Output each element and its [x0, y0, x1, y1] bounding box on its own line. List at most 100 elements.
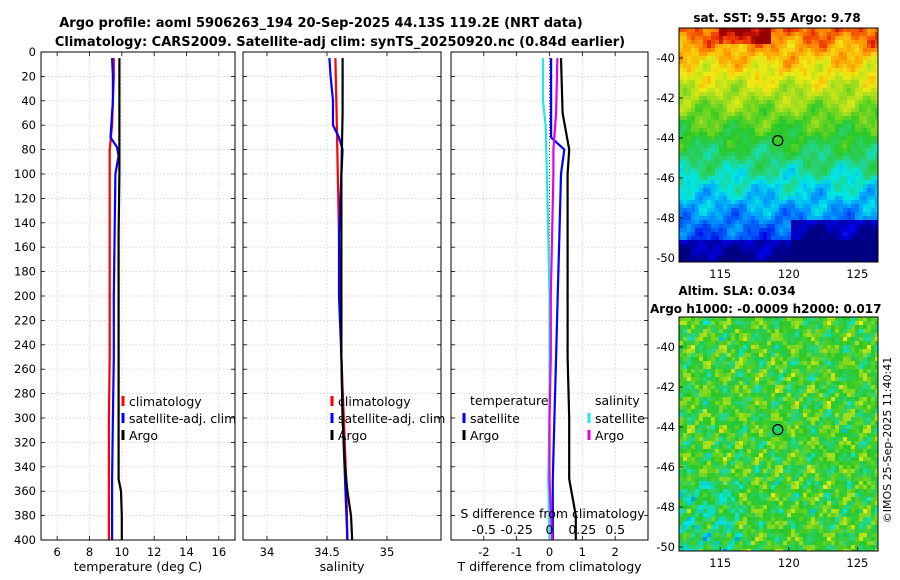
heatmap-cell [759, 357, 764, 362]
heatmap-cell [831, 393, 836, 398]
argo-line [340, 58, 354, 541]
heatmap-cell [823, 160, 828, 165]
heatmap-cell [707, 341, 712, 346]
heatmap-cell [875, 353, 878, 358]
heatmap-cell [699, 337, 704, 342]
heatmap-cell [827, 333, 832, 338]
heatmap-cell [835, 256, 840, 261]
heatmap-cell [783, 317, 788, 322]
heatmap-cell [875, 377, 878, 382]
heatmap-cell [687, 369, 692, 374]
heatmap-cell [715, 56, 720, 61]
heatmap-cell [687, 252, 692, 257]
heatmap-cell [767, 148, 772, 153]
heatmap-cell [731, 236, 736, 241]
heatmap-cell [867, 144, 872, 149]
heatmap-cell [683, 160, 688, 165]
y-tick-label: 200 [14, 289, 36, 303]
heatmap-cell [691, 389, 696, 394]
heatmap-cell [875, 192, 878, 197]
heatmap-cell [751, 333, 756, 338]
heatmap-cell [755, 216, 760, 221]
heatmap-cell [871, 445, 876, 450]
heatmap-cell [839, 132, 844, 137]
s-argo-diff-line [548, 58, 559, 541]
heatmap-cell [687, 433, 692, 438]
heatmap-cell [847, 228, 852, 233]
heatmap-cell [771, 184, 776, 189]
heatmap-cell [723, 437, 728, 442]
heatmap-cell [715, 329, 720, 334]
heatmap-cell [743, 172, 748, 177]
heatmap-cell [843, 317, 848, 322]
heatmap-cell [759, 224, 764, 229]
heatmap-cell [835, 148, 840, 153]
heatmap-cell [871, 345, 876, 350]
heatmap-cell [811, 52, 816, 57]
heatmap-cell [851, 260, 856, 262]
heatmap-cell [715, 333, 720, 338]
heatmap-cell [739, 172, 744, 177]
heatmap-cell [819, 28, 824, 33]
heatmap-cell [827, 393, 832, 398]
heatmap-cell [803, 64, 808, 69]
heatmap-cell [835, 112, 840, 117]
heatmap-cell [719, 256, 724, 261]
heatmap-cell [807, 437, 812, 442]
heatmap-cell [683, 72, 688, 77]
heatmap-cell [683, 433, 688, 438]
heatmap-cell [755, 72, 760, 77]
heatmap-cell [699, 409, 704, 414]
heatmap-cell [815, 437, 820, 442]
heatmap-cell [683, 188, 688, 193]
heatmap-cell [719, 232, 724, 237]
heatmap-cell [687, 260, 692, 262]
heatmap-cell [815, 240, 820, 245]
heatmap-cell [831, 196, 836, 201]
heatmap-cell [751, 204, 756, 209]
heatmap-cell [679, 445, 684, 450]
map-x-tick-label: 120 [778, 267, 800, 281]
heatmap-cell [779, 152, 784, 157]
heatmap-cell [803, 188, 808, 193]
heatmap-cell [771, 333, 776, 338]
heatmap-cell [735, 104, 740, 109]
heatmap-cell [859, 429, 864, 434]
heatmap-cell [699, 48, 704, 53]
heatmap-cell [863, 260, 868, 262]
heatmap-cell [799, 236, 804, 241]
heatmap-cell [731, 417, 736, 422]
heatmap-cell [703, 128, 708, 133]
heatmap-cell [743, 80, 748, 85]
heatmap-cell [835, 76, 840, 81]
heatmap-cell [875, 441, 878, 446]
heatmap-cell [767, 140, 772, 145]
heatmap-cell [711, 377, 716, 382]
heatmap-cell [735, 433, 740, 438]
heatmap-cell [735, 341, 740, 346]
heatmap-cell [747, 84, 752, 89]
heatmap-cell [735, 401, 740, 406]
heatmap-cell [719, 88, 724, 93]
heatmap-cell [763, 176, 768, 181]
heatmap-cell [871, 240, 876, 245]
heatmap-cell [771, 212, 776, 217]
heatmap-cell [799, 369, 804, 374]
heatmap-cell [771, 401, 776, 406]
heatmap-cell [707, 385, 712, 390]
heatmap-cell [831, 232, 836, 237]
heatmap-cell [779, 345, 784, 350]
heatmap-cell [799, 317, 804, 322]
heatmap-cell [787, 200, 792, 205]
heatmap-cell [831, 425, 836, 430]
heatmap-cell [843, 52, 848, 57]
heatmap-cell [867, 52, 872, 57]
heatmap-cell [699, 377, 704, 382]
heatmap-cell [711, 256, 716, 261]
heatmap-cell [723, 417, 728, 422]
heatmap-cell [823, 365, 828, 370]
heatmap-cell [699, 120, 704, 125]
heatmap-cell [747, 200, 752, 205]
heatmap-cell [839, 216, 844, 221]
heatmap-cell [723, 224, 728, 229]
